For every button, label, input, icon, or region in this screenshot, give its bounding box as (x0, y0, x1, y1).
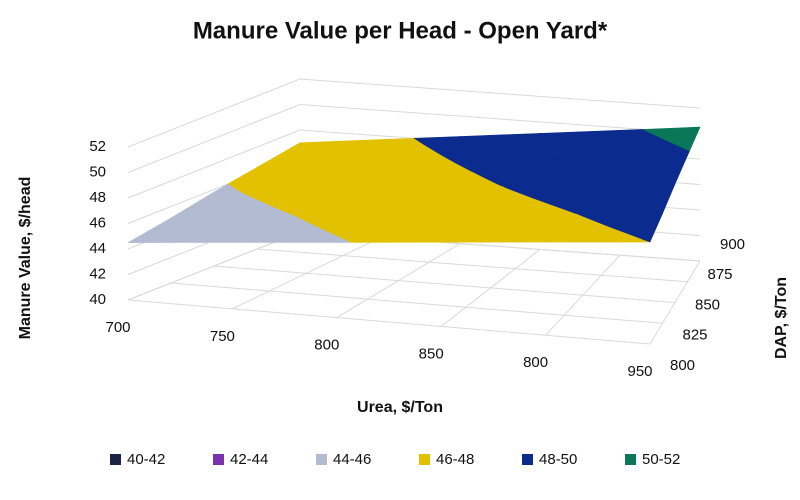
x-tick-label: 800 (314, 337, 339, 354)
surface-patch (297, 215, 368, 227)
y-tick-label: 825 (683, 327, 708, 344)
surface-patch (514, 130, 621, 161)
grid-line (127, 78, 701, 148)
legend-swatch (110, 454, 121, 465)
surface-patch (503, 185, 583, 199)
surface-patch (279, 188, 399, 214)
x-tick-label: 950 (627, 363, 652, 380)
legend-swatch (213, 454, 224, 465)
legend-label: 44-46 (333, 451, 371, 468)
surface-patch (227, 164, 344, 189)
surface-patch (306, 162, 430, 191)
grid-line (127, 103, 701, 173)
surface-patch (240, 190, 307, 201)
surface-patch (256, 139, 381, 168)
surface-patch (566, 183, 676, 213)
grid-line (213, 265, 676, 303)
surface-patch (578, 213, 663, 228)
z-tick-label: 50 (89, 163, 106, 180)
z-tick-label: 52 (89, 138, 106, 155)
legend-label: 48-50 (539, 451, 577, 468)
x-tick-label: 800 (523, 354, 548, 371)
surface-patch (452, 160, 516, 172)
surface-patch (127, 216, 270, 243)
y-tick-label: 900 (720, 236, 745, 253)
grid-line (256, 248, 688, 283)
legend-swatch (419, 454, 430, 465)
surface-patch (440, 214, 565, 243)
x-tick-label: 700 (105, 319, 130, 336)
legend-swatch (522, 454, 533, 465)
x-tick-label: 750 (210, 328, 235, 345)
z-axis-title: Manure Value, $/head (17, 177, 34, 340)
legend-label: 46-48 (436, 451, 474, 468)
z-tick-label: 48 (89, 189, 106, 206)
grid-line (170, 282, 663, 324)
y-tick-label: 850 (695, 296, 720, 313)
surface-patch (494, 157, 602, 186)
legend-swatch (316, 454, 327, 465)
z-tick-label: 44 (89, 240, 106, 257)
legend-label: 42-44 (230, 451, 268, 468)
surface-patch (367, 186, 491, 217)
surface-patch (642, 126, 701, 140)
surface-patch (413, 136, 461, 146)
legend-label: 50-52 (642, 451, 680, 468)
legend-swatch (625, 454, 636, 465)
z-tick-label: 46 (89, 214, 106, 231)
x-tick-label: 850 (419, 345, 444, 362)
y-tick-label: 875 (708, 266, 733, 283)
grid-line (127, 299, 651, 345)
y-tick-label: 800 (670, 357, 695, 374)
x-axis-title: Urea, $/Ton (357, 399, 443, 416)
surface-patch (582, 155, 688, 187)
surface-patch (438, 133, 541, 159)
legend-label: 40-42 (127, 451, 165, 468)
y-axis-title: DAP, $/Ton (773, 277, 790, 359)
z-tick-label: 40 (89, 291, 106, 308)
z-tick-label: 42 (89, 265, 106, 282)
chart-title: Manure Value per Head - Open Yard* (193, 17, 608, 44)
surface-patch (341, 215, 466, 241)
